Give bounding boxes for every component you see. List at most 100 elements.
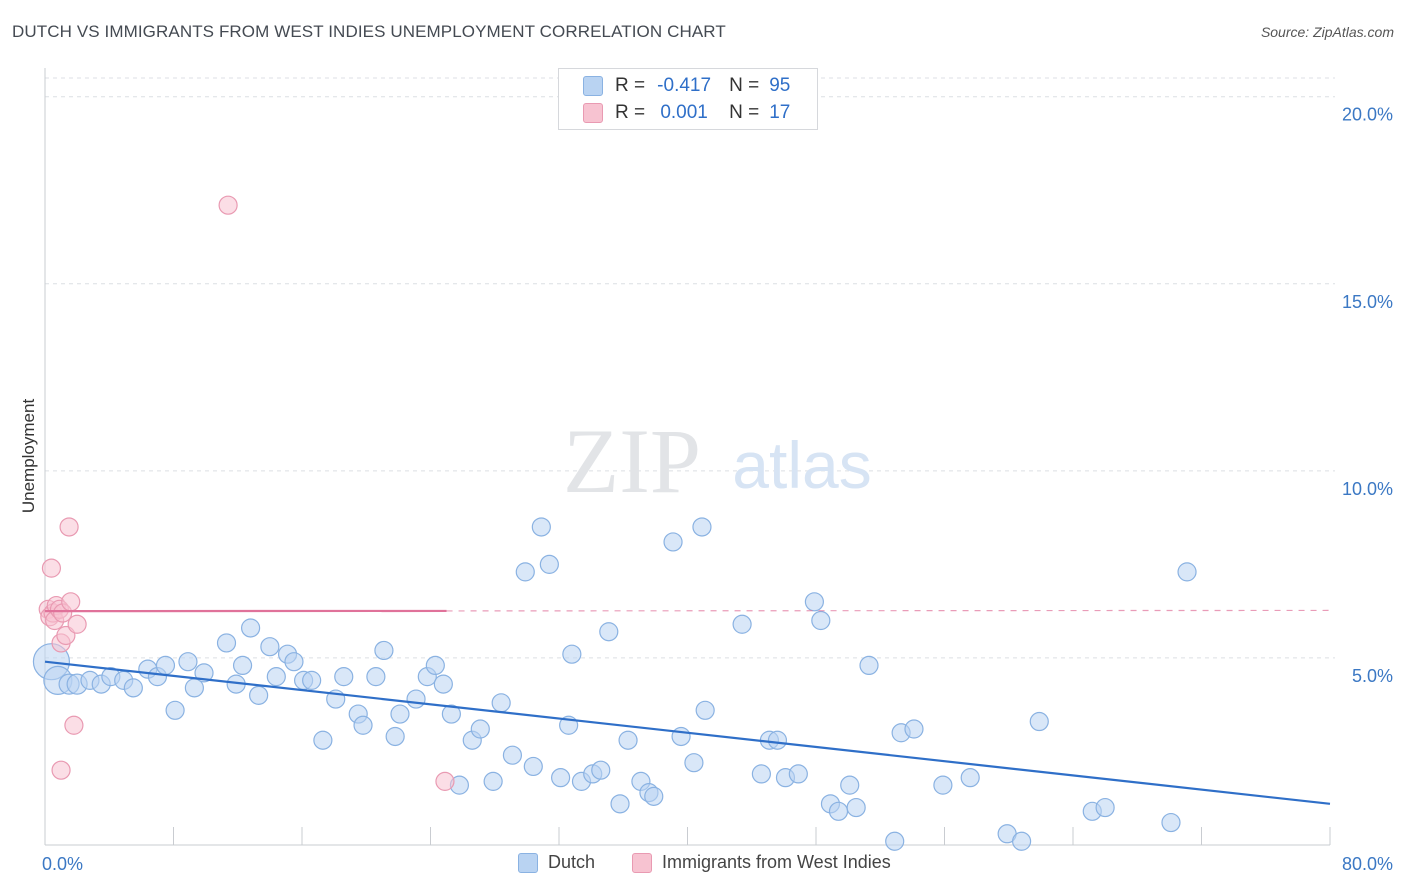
point-dutch [1029, 711, 1049, 732]
point-wi [218, 195, 238, 215]
point-wi [59, 517, 79, 537]
point-dutch [904, 719, 924, 739]
point-dutch [610, 794, 630, 814]
legend-swatch-dutch [518, 852, 538, 873]
point-dutch [260, 637, 280, 657]
point-dutch [933, 775, 953, 795]
point-wi [61, 592, 81, 612]
y-axis-label: Unemployment [19, 399, 38, 514]
point-dutch [216, 633, 237, 653]
point-dutch [523, 756, 543, 777]
point-dutch [249, 685, 269, 705]
n-value-west-indies: 17 [769, 102, 791, 123]
point-dutch [663, 532, 683, 552]
stats-legend: R = -0.417 N = 95 R = 0.001 N = 17 [558, 68, 818, 130]
legend-label-west-indies: Immigrants from West Indies [662, 852, 891, 872]
point-dutch [846, 797, 866, 818]
chart-source: Source: ZipAtlas.com [1260, 24, 1394, 40]
point-wi [41, 558, 62, 578]
point-dutch [551, 768, 571, 788]
point-dutch [531, 517, 551, 537]
point-dutch [644, 786, 664, 806]
point-dutch [1161, 812, 1181, 833]
watermark-zip: ZIP [563, 410, 701, 512]
point-dutch [562, 644, 582, 664]
axes [44, 68, 1331, 846]
point-dutch [885, 831, 905, 851]
point-dutch [313, 730, 333, 750]
point-dutch [425, 655, 445, 676]
point-dutch [194, 663, 214, 683]
point-dutch [840, 775, 860, 795]
y-tick-labels: 5.0% 10.0% 15.0% 20.0% [1342, 105, 1393, 686]
point-dutch [406, 689, 426, 709]
point-dutch [385, 726, 405, 747]
point-dutch [266, 667, 286, 687]
chart-title: DUTCH VS IMMIGRANTS FROM WEST INDIES UNE… [12, 22, 726, 41]
point-dutch [804, 592, 824, 612]
r-value-dutch: -0.417 [657, 75, 712, 96]
point-dutch [441, 704, 461, 724]
point-dutch [483, 771, 503, 791]
point-dutch [284, 652, 304, 672]
watermark-atlas: atlas [732, 428, 871, 502]
point-dutch [502, 745, 523, 765]
r-value-west-indies: 0.001 [660, 102, 708, 123]
legend-swatch-dutch [583, 76, 603, 96]
legend-item-west-indies[interactable]: Immigrants from West Indies [632, 852, 891, 873]
legend-swatch-west-indies [632, 852, 652, 873]
point-dutch [591, 760, 611, 780]
y-tick-label: 10.0% [1342, 479, 1393, 499]
n-label: N = [729, 102, 760, 123]
point-wi [67, 614, 87, 634]
point-dutch [859, 655, 879, 676]
trend-lines [44, 609, 1331, 805]
legend-label-dutch: Dutch [548, 852, 596, 872]
point-dutch [302, 670, 322, 690]
r-label: R = [615, 102, 646, 123]
point-dutch [334, 667, 354, 687]
point-dutch [515, 562, 535, 582]
r-label: R = [615, 75, 646, 96]
point-dutch [684, 753, 704, 773]
point-dutch [599, 622, 619, 642]
x-tick-labels: 0.0% 80.0% [42, 854, 1393, 874]
point-dutch [1177, 562, 1197, 582]
point-wi [64, 715, 84, 735]
point-dutch [767, 730, 788, 750]
data-points [32, 195, 1197, 851]
point-dutch [1095, 797, 1115, 818]
series-legend: Dutch Immigrants from West Indies [0, 850, 1406, 880]
point-dutch [788, 764, 808, 784]
point-dutch [470, 719, 490, 739]
grid-lines [45, 77, 1335, 659]
point-dutch [695, 700, 715, 720]
point-dutch [232, 655, 253, 676]
point-dutch [960, 768, 980, 788]
stats-row-west-indies: R = 0.001 N = 17 [583, 100, 790, 126]
point-dutch [811, 610, 831, 631]
point-dutch [433, 674, 453, 694]
point-dutch [732, 614, 752, 634]
point-dutch [178, 652, 198, 672]
point-dutch [828, 801, 849, 821]
trend-line-extension-wi [446, 609, 1331, 612]
point-dutch [692, 517, 712, 537]
legend-item-dutch[interactable]: Dutch [518, 852, 595, 873]
watermark: ZIP atlas [563, 410, 872, 512]
point-dutch [366, 667, 386, 687]
point-dutch [618, 730, 638, 750]
point-dutch [241, 618, 261, 638]
point-wi [51, 760, 71, 780]
point-dutch [491, 693, 511, 713]
point-dutch [671, 726, 691, 747]
point-dutch [539, 554, 559, 574]
legend-swatch-west-indies [583, 103, 603, 123]
point-dutch [155, 655, 176, 676]
point-dutch [390, 704, 410, 724]
point-dutch [353, 715, 373, 735]
trend-line-dutch [44, 660, 1331, 805]
point-dutch [751, 764, 771, 784]
n-label: N = [729, 75, 760, 96]
